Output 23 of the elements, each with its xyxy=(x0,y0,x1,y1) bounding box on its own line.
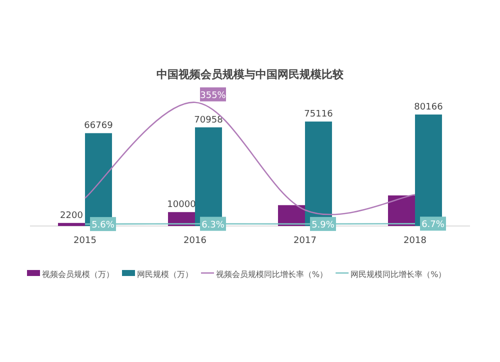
data-label: 6.7% xyxy=(422,220,445,230)
data-label: 75116 xyxy=(304,110,334,120)
x-tick-label: 2018 xyxy=(404,236,427,246)
legend-label: 视频会员规模（万） xyxy=(42,270,114,279)
data-label: 80166 xyxy=(414,102,444,113)
legend-label: 网民规模同比增长率（%） xyxy=(350,270,446,279)
data-label: 355% xyxy=(200,90,226,101)
x-tick-label: 2016 xyxy=(184,236,207,246)
data-label: 10000 xyxy=(167,200,196,210)
x-tick-label: 2015 xyxy=(74,236,96,246)
bar xyxy=(388,195,415,226)
data-label: 5.6% xyxy=(92,220,115,231)
bar xyxy=(278,205,305,226)
bar xyxy=(58,222,85,226)
data-label: 6.3% xyxy=(202,220,225,230)
data-label: 70958 xyxy=(194,115,224,126)
chart-title: 中国视频会员规模与中国网民规模比较 xyxy=(156,68,344,81)
data-label: 2200 xyxy=(60,210,84,221)
legend-label: 视频会员规模同比增长率（%） xyxy=(216,270,328,279)
data-label: 66769 xyxy=(84,121,114,132)
data-label: 5.9% xyxy=(312,220,335,230)
legend-label: 网民规模（万） xyxy=(137,270,193,279)
x-tick-label: 2017 xyxy=(294,236,316,246)
